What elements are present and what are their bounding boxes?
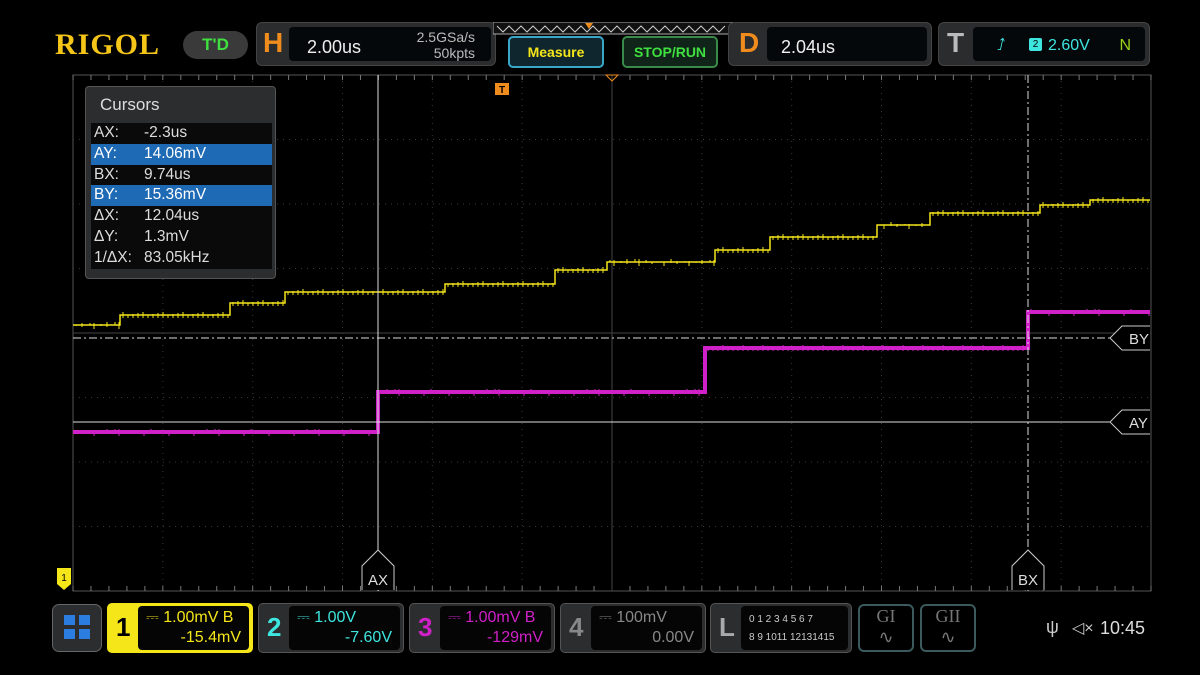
app-menu-button[interactable] [52, 604, 102, 652]
cursor-value: 1.3mV [144, 227, 189, 245]
trigger-source: 2 [1029, 38, 1042, 51]
trigger-level: 2.60V [1048, 37, 1090, 54]
channel-scale-value: 1.00V [314, 609, 357, 626]
generator-2-label: GII [935, 606, 961, 626]
sine-icon: ∿ [940, 627, 956, 647]
channel-number: 1 [116, 612, 131, 642]
memory-depth: 50kpts [433, 45, 475, 61]
trigger-time-marker-label: T [499, 85, 505, 96]
cursor-row: BY: 15.36mV [91, 185, 272, 207]
rising-edge-icon: ⭜ [997, 37, 1006, 54]
cursors-panel: Cursors AX: -2.3us AY: 14.06mV BX: 9.74us BY: 1… [85, 86, 276, 279]
channel-number: 4 [569, 612, 584, 642]
logic-panel[interactable]: L 0 1 2 3 4 5 6 7 8 9 1011 12131415 [710, 603, 852, 653]
channel-scale: ⎓ 1.00mV B [448, 609, 536, 626]
channel-1-marker-label: 1 [61, 573, 67, 584]
rigol-logo: RIGOL [55, 28, 161, 61]
cursor-key: AY: [94, 144, 117, 162]
mode-badge[interactable]: T'D [183, 31, 248, 59]
cursor-value: -2.3us [144, 124, 188, 141]
usb-icon: ψ [1046, 617, 1059, 637]
cursor-row: AY: 14.06mV [91, 143, 272, 165]
channel-offset: -7.60V [344, 629, 392, 646]
channel-scale: ⎓ 1.00V [297, 609, 357, 626]
channel-scale: ⎓ 1.00mV B [146, 609, 234, 626]
sine-icon: ∿ [878, 627, 894, 647]
cursor-value: 15.36mV [144, 186, 207, 204]
channel-1-marker [57, 568, 71, 590]
cursor-row: ΔX: 12.04us [91, 206, 272, 227]
channel-1-trace [73, 199, 1150, 326]
cursor-value: 9.74us [144, 165, 191, 183]
cursor-key: BX: [94, 165, 119, 183]
cursor-value: 83.05kHz [144, 248, 210, 266]
generator-2-button[interactable]: GII ∿ [920, 604, 976, 652]
channel-3-panel[interactable]: 3 ⎓ 1.00mV B -129mV [409, 603, 555, 653]
cursor-key: ΔX: [94, 207, 119, 225]
cursors-title: Cursors [100, 95, 160, 114]
channel-number: 2 [267, 612, 282, 642]
channel-1-panel[interactable]: 1 ⎓ 1.00mV B -15.4mV [107, 603, 253, 653]
measure-button[interactable]: Measure [508, 36, 604, 68]
clock: 10:45 [1100, 618, 1146, 638]
generator-1-label: GI [876, 606, 896, 626]
cursor-row: BX: 9.74us [91, 165, 272, 186]
generator-1-button[interactable]: GI ∿ [858, 604, 914, 652]
logic-letter: L [719, 612, 735, 642]
channel-offset: 0.00V [652, 629, 694, 646]
channel-scale-value: 1.00mV B [163, 609, 234, 626]
cursor-key: ΔY: [94, 227, 119, 245]
cursor-by-tag [1109, 325, 1150, 351]
cursor-ax-tag [361, 549, 395, 590]
waveform-position-bar[interactable] [493, 22, 733, 36]
cursor-ay-tag [1109, 409, 1150, 435]
cursor-bx-tag-label: BX [1018, 572, 1038, 589]
mute-icon[interactable]: ◁× [1072, 620, 1094, 637]
cursor-row: 1/ΔX: 83.05kHz [91, 248, 272, 269]
trigger-mode: N [1119, 37, 1131, 54]
channel-4-panel[interactable]: 4 ⎓ 100mV 0.00V [560, 603, 706, 653]
channel-scale: ⎓ 100mV [599, 609, 667, 626]
trigger-time-marker [495, 83, 509, 95]
trigger-letter: T [947, 27, 965, 58]
channel-offset: -129mV [486, 629, 543, 646]
cursor-row: AX: -2.3us [91, 123, 272, 144]
channel-scale-value: 1.00mV B [465, 609, 536, 626]
grid-icon [64, 615, 90, 639]
cursor-by-tag-label: BY [1129, 331, 1149, 348]
stop-run-button[interactable]: STOP/RUN [622, 36, 718, 68]
delay-letter: D [739, 27, 760, 58]
trigger-panel[interactable]: T ⭜ 2 2.60V N [938, 22, 1150, 66]
cursor-row: ΔY: 1.3mV [91, 227, 272, 248]
cursor-value: 12.04us [144, 207, 200, 225]
cursor-ax-tag-label: AX [368, 572, 388, 589]
cursor-ay-tag-label: AY [1129, 415, 1148, 432]
delay-panel[interactable]: D 2.04us [728, 22, 932, 66]
horizontal-letter: H [263, 27, 284, 58]
trigger-position-marker [604, 74, 620, 82]
channel-2-panel[interactable]: 2 ⎓ 1.00V -7.60V [258, 603, 404, 653]
channel-offset: -15.4mV [180, 629, 241, 646]
sample-rate: 2.5GSa/s [416, 29, 475, 45]
delay-value: 2.04us [781, 37, 836, 57]
channel-number: 3 [418, 612, 433, 642]
channel-scale-value: 100mV [616, 609, 667, 626]
horizontal-panel[interactable]: H 2.00us 2.5GSa/s 50kpts [256, 22, 496, 66]
logic-row-1: 0 1 2 3 4 5 6 7 [749, 614, 813, 625]
cursor-key: BY: [94, 186, 119, 204]
cursor-key: AX: [94, 124, 119, 141]
logic-row-2: 8 9 1011 12131415 [749, 632, 835, 643]
cursor-value: 14.06mV [144, 144, 207, 162]
timebase: 2.00us [307, 37, 362, 57]
cursor-bx-tag [1011, 549, 1045, 590]
cursor-key: 1/ΔX: [94, 248, 132, 266]
